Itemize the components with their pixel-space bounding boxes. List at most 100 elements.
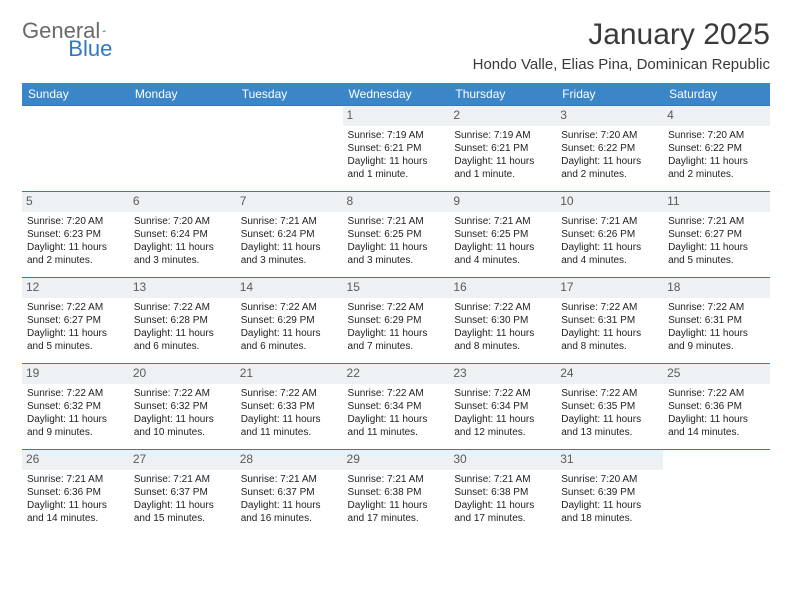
day-info: Sunrise: 7:20 AMSunset: 6:24 PMDaylight:… — [134, 215, 231, 268]
day-info: Sunrise: 7:20 AMSunset: 6:22 PMDaylight:… — [668, 129, 765, 182]
day-info: Sunrise: 7:19 AMSunset: 6:21 PMDaylight:… — [348, 129, 445, 182]
day-number: 7 — [236, 192, 343, 212]
calendar-week-row: 26 Sunrise: 7:21 AMSunset: 6:36 PMDayligh… — [22, 450, 770, 536]
weekday-header: Monday — [129, 83, 236, 106]
calendar-day-cell: 2Sunrise: 7:19 AMSunset: 6:21 PMDaylight… — [449, 106, 556, 192]
day-info: Sunrise: 7:22 AMSunset: 6:29 PMDaylight:… — [348, 301, 445, 354]
day-number: 18 — [663, 278, 770, 298]
calendar-empty-cell — [22, 106, 129, 192]
day-number: 23 — [449, 364, 556, 384]
day-info: Sunrise: 7:21 AMSunset: 6:37 PMDaylight:… — [241, 473, 338, 526]
day-info: Sunrise: 7:22 AMSunset: 6:29 PMDaylight:… — [241, 301, 338, 354]
location-text: Hondo Valle, Elias Pina, Dominican Repub… — [473, 56, 770, 73]
calendar-day-cell: 8Sunrise: 7:21 AMSunset: 6:25 PMDaylight… — [343, 192, 450, 278]
day-number: 4 — [663, 106, 770, 126]
day-info: Sunrise: 7:21 AMSunset: 6:26 PMDaylight:… — [561, 215, 658, 268]
day-info: Sunrise: 7:22 AMSunset: 6:28 PMDaylight:… — [134, 301, 231, 354]
weekday-header-row: SundayMondayTuesdayWednesdayThursdayFrid… — [22, 83, 770, 106]
calendar-day-cell: 3 Sunrise: 7:20 AMSunset: 6:22 PMDaylight… — [556, 106, 663, 192]
day-number: 5 — [22, 192, 129, 212]
weekday-header: Tuesday — [236, 83, 343, 106]
day-info: Sunrise: 7:22 AMSunset: 6:34 PMDaylight:… — [348, 387, 445, 440]
day-number: 24 — [556, 364, 663, 384]
calendar-day-cell: 1 Sunrise: 7:19 AMSunset: 6:21 PMDaylight… — [343, 106, 450, 192]
day-info: Sunrise: 7:22 AMSunset: 6:32 PMDaylight:… — [134, 387, 231, 440]
day-number: 6 — [129, 192, 236, 212]
day-number: 30 — [449, 450, 556, 470]
day-number: 12 — [22, 278, 129, 298]
calendar-week-row: 5Sunrise: 7:20 AMSunset: 6:23 PMDaylight… — [22, 192, 770, 278]
calendar-day-cell: 24 Sunrise: 7:22 AMSunset: 6:35 PMDayligh… — [556, 364, 663, 450]
calendar-day-cell: 10 Sunrise: 7:21 AMSunset: 6:26 PMDayligh… — [556, 192, 663, 278]
day-info: Sunrise: 7:21 AMSunset: 6:37 PMDaylight:… — [134, 473, 231, 526]
day-info: Sunrise: 7:22 AMSunset: 6:30 PMDaylight:… — [454, 301, 551, 354]
day-number: 20 — [129, 364, 236, 384]
calendar-day-cell: 9Sunrise: 7:21 AMSunset: 6:25 PMDaylight… — [449, 192, 556, 278]
day-number: 8 — [343, 192, 450, 212]
weekday-header: Sunday — [22, 83, 129, 106]
day-info: Sunrise: 7:22 AMSunset: 6:35 PMDaylight:… — [561, 387, 658, 440]
title-block: January 2025 Hondo Valle, Elias Pina, Do… — [473, 18, 770, 73]
day-number: 1 — [343, 106, 450, 126]
calendar-day-cell: 23Sunrise: 7:22 AMSunset: 6:34 PMDayligh… — [449, 364, 556, 450]
calendar-week-row: 19Sunrise: 7:22 AMSunset: 6:32 PMDayligh… — [22, 364, 770, 450]
calendar-day-cell: 22 Sunrise: 7:22 AMSunset: 6:34 PMDayligh… — [343, 364, 450, 450]
day-number: 26 — [22, 450, 129, 470]
calendar-day-cell: 18 Sunrise: 7:22 AMSunset: 6:31 PMDayligh… — [663, 278, 770, 364]
day-info: Sunrise: 7:20 AMSunset: 6:39 PMDaylight:… — [561, 473, 658, 526]
calendar-table: SundayMondayTuesdayWednesdayThursdayFrid… — [22, 83, 770, 536]
weekday-header: Wednesday — [343, 83, 450, 106]
calendar-empty-cell — [236, 106, 343, 192]
weekday-header: Thursday — [449, 83, 556, 106]
day-number: 10 — [556, 192, 663, 212]
calendar-day-cell: 28 Sunrise: 7:21 AMSunset: 6:37 PMDayligh… — [236, 450, 343, 536]
weekday-header: Friday — [556, 83, 663, 106]
calendar-day-cell: 21 Sunrise: 7:22 AMSunset: 6:33 PMDayligh… — [236, 364, 343, 450]
day-number: 31 — [556, 450, 663, 470]
calendar-day-cell: 6 Sunrise: 7:20 AMSunset: 6:24 PMDaylight… — [129, 192, 236, 278]
day-info: Sunrise: 7:22 AMSunset: 6:31 PMDaylight:… — [668, 301, 765, 354]
calendar-empty-cell — [129, 106, 236, 192]
calendar-day-cell: 14 Sunrise: 7:22 AMSunset: 6:29 PMDayligh… — [236, 278, 343, 364]
calendar-week-row: 12 Sunrise: 7:22 AMSunset: 6:27 PMDayligh… — [22, 278, 770, 364]
calendar-day-cell: 16 Sunrise: 7:22 AMSunset: 6:30 PMDayligh… — [449, 278, 556, 364]
day-info: Sunrise: 7:21 AMSunset: 6:24 PMDaylight:… — [241, 215, 338, 268]
day-number: 3 — [556, 106, 663, 126]
calendar-day-cell: 11 Sunrise: 7:21 AMSunset: 6:27 PMDayligh… — [663, 192, 770, 278]
month-title: January 2025 — [473, 18, 770, 52]
day-number: 14 — [236, 278, 343, 298]
day-info: Sunrise: 7:22 AMSunset: 6:33 PMDaylight:… — [241, 387, 338, 440]
day-info: Sunrise: 7:22 AMSunset: 6:32 PMDaylight:… — [27, 387, 124, 440]
day-number: 13 — [129, 278, 236, 298]
header: General Blue January 2025 Hondo Valle, E… — [22, 18, 770, 73]
calendar-day-cell: 19 Sunrise: 7:22 AMSunset: 6:32 PMDayligh… — [22, 364, 129, 450]
day-number: 11 — [663, 192, 770, 212]
calendar-day-cell: 15Sunrise: 7:22 AMSunset: 6:29 PMDayligh… — [343, 278, 450, 364]
calendar-day-cell: 5Sunrise: 7:20 AMSunset: 6:23 PMDaylight… — [22, 192, 129, 278]
day-number: 22 — [343, 364, 450, 384]
day-info: Sunrise: 7:21 AMSunset: 6:27 PMDaylight:… — [668, 215, 765, 268]
day-info: Sunrise: 7:21 AMSunset: 6:36 PMDaylight:… — [27, 473, 124, 526]
logo: General Blue — [22, 18, 176, 44]
calendar-day-cell: 31 Sunrise: 7:20 AMSunset: 6:39 PMDayligh… — [556, 450, 663, 536]
day-number: 28 — [236, 450, 343, 470]
calendar-day-cell: 25Sunrise: 7:22 AMSunset: 6:36 PMDayligh… — [663, 364, 770, 450]
calendar-week-row: 1Sunrise: 7:19 AMSunset: 6:21 PMDaylight… — [22, 106, 770, 192]
day-number: 16 — [449, 278, 556, 298]
day-number: 29 — [343, 450, 450, 470]
day-number: 19 — [22, 364, 129, 384]
calendar-day-cell: 4 Sunrise: 7:20 AMSunset: 6:22 PMDaylight… — [663, 106, 770, 192]
day-number: 27 — [129, 450, 236, 470]
weekday-header: Saturday — [663, 83, 770, 106]
logo-text-blue: Blue — [68, 36, 112, 62]
calendar-day-cell: 7 Sunrise: 7:21 AMSunset: 6:24 PMDaylight… — [236, 192, 343, 278]
day-number: 21 — [236, 364, 343, 384]
day-info: Sunrise: 7:20 AMSunset: 6:22 PMDaylight:… — [561, 129, 658, 182]
day-info: Sunrise: 7:21 AMSunset: 6:25 PMDaylight:… — [454, 215, 551, 268]
day-info: Sunrise: 7:19 AMSunset: 6:21 PMDaylight:… — [454, 129, 551, 182]
day-number: 25 — [663, 364, 770, 384]
day-info: Sunrise: 7:21 AMSunset: 6:38 PMDaylight:… — [454, 473, 551, 526]
day-number: 17 — [556, 278, 663, 298]
calendar-day-cell: 12 Sunrise: 7:22 AMSunset: 6:27 PMDayligh… — [22, 278, 129, 364]
day-info: Sunrise: 7:22 AMSunset: 6:27 PMDaylight:… — [27, 301, 124, 354]
